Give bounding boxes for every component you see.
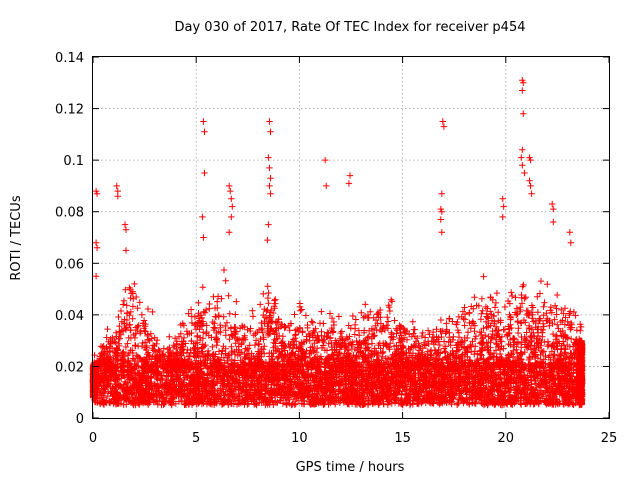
data-point: [407, 393, 414, 400]
data-point: [345, 376, 352, 383]
data-point: [537, 388, 545, 395]
data-point: [185, 400, 193, 408]
data-point: [228, 400, 235, 407]
data-point: [297, 394, 304, 402]
data-point: [178, 397, 185, 405]
data-point: [161, 388, 168, 395]
data-point: [333, 373, 340, 381]
data-point: [453, 401, 461, 408]
data-points: [89, 77, 586, 409]
data-point: [432, 380, 439, 387]
data-point: [236, 393, 243, 400]
chart-title: Day 030 of 2017, Rate Of TEC Index for r…: [175, 20, 526, 35]
data-point: [518, 378, 525, 385]
data-point: [279, 400, 287, 407]
data-point: [197, 396, 205, 403]
data-point: [402, 395, 409, 403]
data-point: [186, 389, 193, 397]
data-point: [570, 401, 577, 408]
data-point: [406, 401, 414, 409]
data-point: [230, 394, 238, 401]
data-point: [380, 400, 387, 407]
data-point: [481, 400, 489, 408]
